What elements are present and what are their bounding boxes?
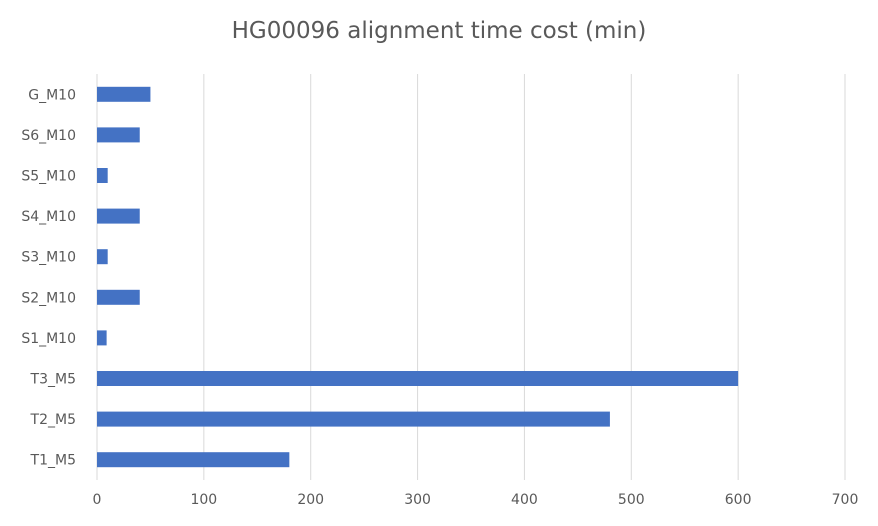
category-label: S2_M10	[21, 290, 76, 306]
category-label: S1_M10	[21, 331, 76, 347]
category-label: T3_M5	[30, 372, 76, 388]
category-label: S3_M10	[21, 250, 76, 266]
x-tick-label: 500	[618, 492, 645, 508]
bar	[97, 371, 739, 386]
category-label: G_M10	[28, 87, 76, 103]
bar	[97, 168, 108, 183]
category-label: T2_M5	[30, 412, 76, 428]
bar	[97, 452, 290, 468]
x-tick-label: 700	[832, 492, 859, 508]
x-tick-label: 400	[511, 492, 538, 508]
bar	[97, 127, 140, 143]
category-label: S5_M10	[21, 169, 76, 185]
bar	[97, 86, 151, 102]
bar	[97, 249, 108, 265]
chart-title: HG00096 alignment time cost (min)	[231, 18, 647, 44]
category-label: S6_M10	[21, 128, 76, 144]
x-tick-label: 200	[297, 492, 324, 508]
category-label: T1_M5	[30, 453, 76, 469]
bar	[97, 289, 140, 305]
x-tick-label: 600	[725, 492, 752, 508]
x-tick-label: 300	[404, 492, 431, 508]
bar	[97, 208, 140, 224]
x-tick-label: 0	[93, 492, 102, 508]
x-tick-label: 100	[190, 492, 217, 508]
category-label: S4_M10	[21, 209, 76, 225]
bar	[97, 411, 610, 427]
bar	[97, 330, 107, 346]
